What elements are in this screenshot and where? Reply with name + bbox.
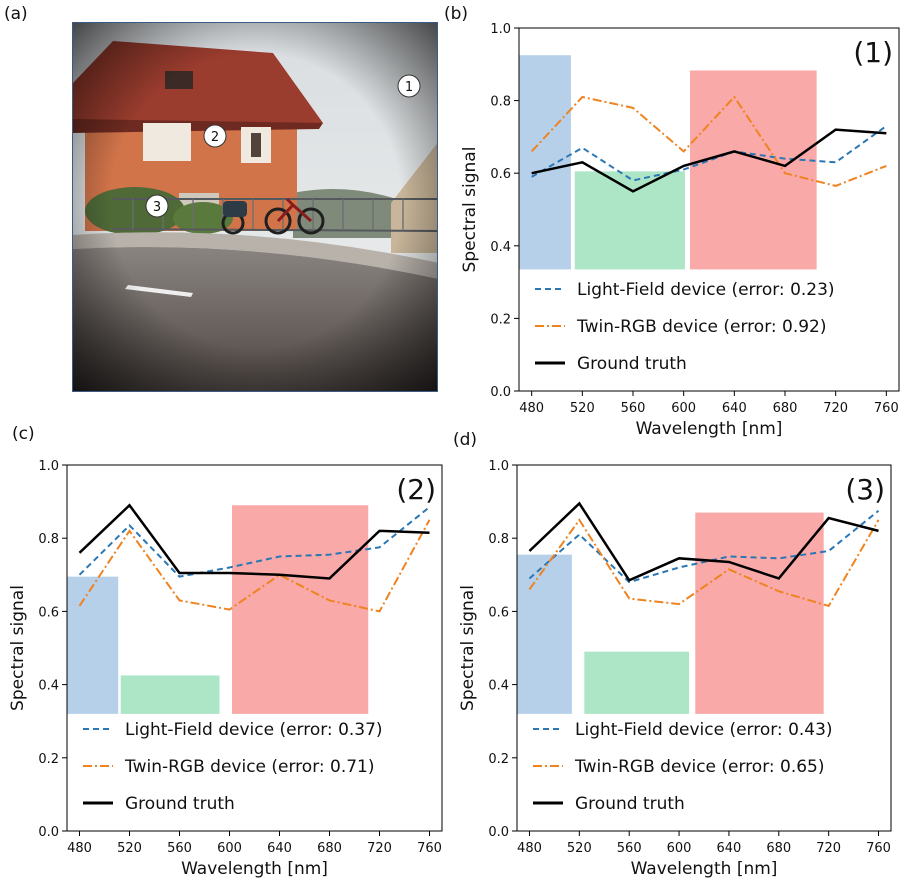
house-street-photo: 1 2 3: [72, 22, 438, 392]
x-tick-label: 720: [823, 401, 848, 416]
y-tick-label: 0.6: [488, 605, 509, 620]
x-tick-label: 760: [874, 401, 899, 416]
series-line-light_field: [78, 506, 431, 578]
band-red: [232, 505, 369, 714]
series-line-ground_truth: [78, 503, 430, 580]
series-line-ground_truth: [528, 501, 879, 582]
x-tick-label: 640: [722, 401, 747, 416]
y-tick-label: 0.6: [490, 167, 511, 182]
band-blue: [517, 554, 572, 714]
x-tick-label: 520: [117, 841, 142, 856]
y-tick-label: 0.2: [490, 312, 511, 327]
panel-label-c: (c): [12, 424, 35, 444]
x-tick-label: 520: [567, 841, 592, 856]
legend-label-ground_truth: Ground truth: [575, 794, 685, 814]
band-green: [584, 651, 690, 714]
x-tick-label: 680: [773, 401, 798, 416]
series-line-ground_truth: [531, 128, 887, 193]
y-tick-label: 1.0: [488, 459, 509, 474]
panel-label-b: (b): [444, 4, 469, 24]
chart-c: 480 520 560 600 640 680 720 760 0.0 0.2 0.4 0.6 0.8 1…: [8, 459, 443, 879]
legend-label-twin_rgb: Twin-RGB device (error: 0.65): [574, 757, 825, 777]
chart-b: 480 520 560 600 640 680 720 760 0.0 0.2 0.4 0.6 0.8 1…: [460, 22, 900, 439]
svg-text:1: 1: [405, 80, 413, 95]
y-tick-label: 1.0: [38, 459, 59, 474]
x-tick-label: 720: [816, 841, 841, 856]
band-green: [120, 675, 220, 714]
y-axis-label: Spectral signal: [460, 147, 480, 273]
x-tick-label: 640: [267, 841, 292, 856]
x-tick-label: 680: [766, 841, 791, 856]
legend-label-twin_rgb: Twin-RGB device (error: 0.71): [124, 757, 375, 777]
region-label: (2): [396, 473, 436, 506]
x-tick-label: 760: [417, 841, 442, 856]
plot-frame: [66, 464, 443, 832]
y-tick-label: 0.8: [488, 532, 509, 547]
y-tick-label: 1.0: [490, 22, 511, 37]
region-label: (1): [853, 36, 893, 69]
y-tick-label: 0.8: [490, 95, 511, 110]
x-tick-label: 560: [167, 841, 192, 856]
x-tick-label: 560: [621, 401, 646, 416]
y-tick-label: 0.2: [488, 752, 509, 767]
x-tick-label: 640: [717, 841, 742, 856]
y-tick-label: 0.4: [38, 679, 59, 694]
y-tick-label: 0.4: [490, 240, 511, 255]
band-red: [695, 512, 824, 714]
x-tick-label: 520: [570, 401, 595, 416]
series-line-light_field: [528, 509, 880, 584]
x-tick-label: 720: [367, 841, 392, 856]
legend-label-light_field: Light-Field device (error: 0.37): [125, 720, 383, 740]
series-line-twin_rgb: [528, 518, 880, 608]
y-tick-label: 0.2: [38, 752, 59, 767]
y-axis-label: Spectral signal: [8, 585, 28, 711]
panel-label-d: (d): [453, 430, 478, 450]
x-tick-label: 760: [866, 841, 891, 856]
legend-label-light_field: Light-Field device (error: 0.43): [575, 720, 833, 740]
x-tick-label: 600: [217, 841, 242, 856]
plot-frame: [518, 27, 900, 392]
chart-d: 480 520 560 600 640 680 720 760 0.0 0.2 0.4 0.6 0.8 1…: [458, 459, 892, 879]
legend-label-ground_truth: Ground truth: [125, 794, 235, 814]
svg-text:2: 2: [211, 130, 219, 145]
x-tick-label: 600: [667, 841, 692, 856]
x-tick-label: 680: [317, 841, 342, 856]
panel-label-a: (a): [4, 4, 28, 24]
y-tick-label: 0.0: [38, 825, 59, 840]
x-tick-label: 560: [617, 841, 642, 856]
region-label: (3): [845, 473, 885, 506]
photo-marker-3: 3: [145, 194, 169, 218]
y-tick-label: 0.6: [38, 605, 59, 620]
house-street-photo-icon: 1 2 3: [73, 23, 437, 391]
photo-marker-2: 2: [203, 124, 227, 148]
x-axis-label: Wavelength [nm]: [636, 419, 783, 439]
legend-label-twin_rgb: Twin-RGB device (error: 0.92): [576, 317, 827, 337]
y-axis-label: Spectral signal: [458, 585, 478, 711]
x-axis-label: Wavelength [nm]: [631, 859, 778, 879]
legend-label-light_field: Light-Field device (error: 0.23): [577, 280, 835, 300]
band-blue: [519, 55, 571, 270]
svg-text:3: 3: [153, 200, 161, 215]
x-tick-label: 480: [519, 401, 544, 416]
x-axis-label: Wavelength [nm]: [181, 859, 328, 879]
x-tick-label: 600: [671, 401, 696, 416]
photo-marker-1: 1: [397, 74, 421, 98]
x-tick-label: 480: [67, 841, 92, 856]
band-blue: [67, 576, 119, 714]
y-tick-label: 0.0: [488, 825, 509, 840]
series-line-twin_rgb: [78, 519, 431, 613]
y-tick-label: 0.0: [490, 385, 511, 400]
legend-label-ground_truth: Ground truth: [577, 354, 687, 374]
x-tick-label: 480: [517, 841, 542, 856]
y-tick-label: 0.4: [488, 679, 509, 694]
band-green: [574, 171, 685, 270]
y-tick-label: 0.8: [38, 532, 59, 547]
band-red: [690, 70, 817, 270]
plot-frame: [516, 464, 892, 832]
